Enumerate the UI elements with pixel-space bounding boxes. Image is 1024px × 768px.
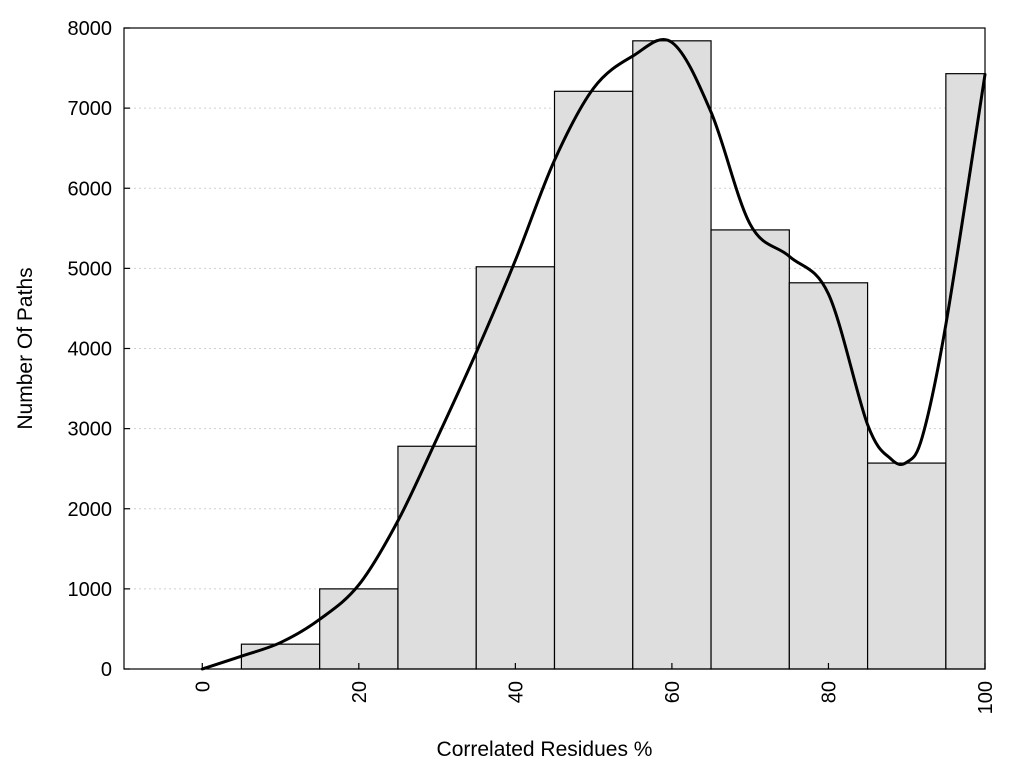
density-curve xyxy=(200,38,987,671)
x-tick-label: 0 xyxy=(192,681,214,692)
bars-layer xyxy=(240,40,986,670)
histogram-bar xyxy=(240,643,321,670)
histogram-bar xyxy=(632,40,712,670)
x-tick-label: 100 xyxy=(975,681,997,714)
y-tick-label: 8000 xyxy=(68,18,113,40)
x-tick-label: 80 xyxy=(818,681,840,703)
y-tick-label: 0 xyxy=(101,659,112,681)
y-axis-label: Number Of Paths xyxy=(14,267,37,429)
histogram-bar xyxy=(788,282,869,670)
y-tick-label: 1000 xyxy=(68,579,113,601)
y-tick-label: 2000 xyxy=(68,499,113,521)
x-axis-label: Correlated Residues % xyxy=(437,738,653,761)
ticks-layer: 0 1000 2000 3000 4000 5000 6000 7000 8000 0 20 40 60… xyxy=(68,18,998,714)
histogram-bar xyxy=(553,90,634,670)
x-tick-label: 40 xyxy=(505,681,527,703)
histogram-bar xyxy=(866,462,947,670)
y-tick-label: 6000 xyxy=(68,178,113,200)
y-tick-label: 5000 xyxy=(68,258,113,280)
histogram-bar xyxy=(710,229,790,670)
y-tick-label: 3000 xyxy=(68,419,113,441)
histogram-bar xyxy=(945,73,986,670)
y-tick-label: 7000 xyxy=(68,98,113,120)
histogram-bar xyxy=(319,588,399,670)
y-tick-label: 4000 xyxy=(68,339,113,361)
x-tick-label: 20 xyxy=(349,681,371,703)
x-tick-label: 60 xyxy=(662,681,684,703)
histogram-bar xyxy=(475,266,556,670)
histogram-bar xyxy=(397,445,477,670)
